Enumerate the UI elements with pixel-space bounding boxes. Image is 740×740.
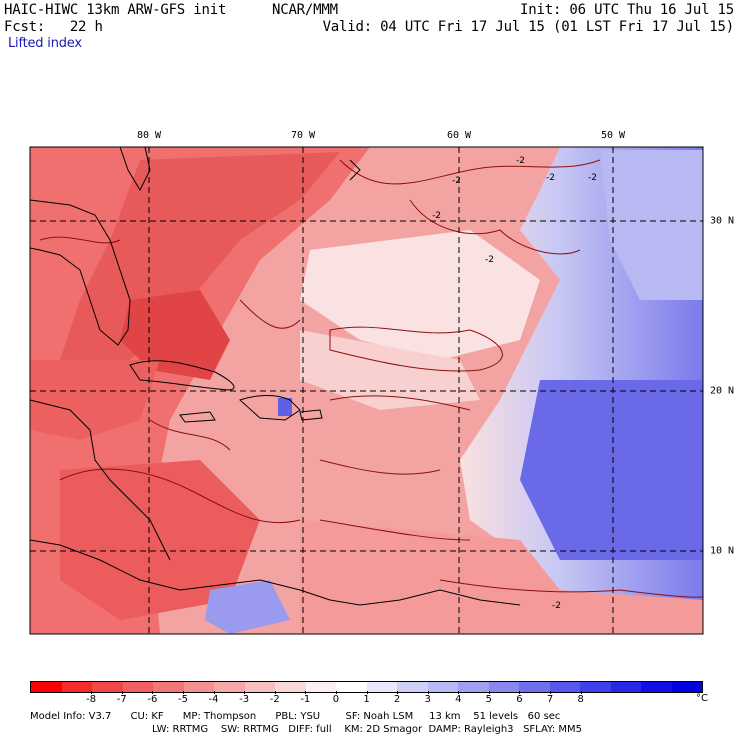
legend-swatch — [458, 682, 489, 692]
legend-swatch — [397, 682, 428, 692]
legend-tick-mark — [580, 691, 582, 694]
legend-tick-mark — [274, 691, 276, 694]
legend-tick-mark — [152, 691, 154, 694]
legend-tick-label: -2 — [269, 694, 280, 705]
legend-swatch — [336, 682, 367, 692]
contour-label: -2 — [452, 176, 461, 186]
contour-label: -2 — [552, 601, 561, 611]
legend-tick-label: 0 — [332, 694, 340, 705]
lon-label-80w: 80 W — [136, 130, 162, 141]
legend-tick-mark — [91, 691, 93, 694]
lat-label-10n: 10 N — [710, 545, 735, 557]
forecast-hour: Fcst: 22 h — [4, 19, 103, 35]
legend-swatch — [366, 682, 397, 692]
legend-tick-label: -4 — [208, 694, 219, 705]
legend-swatch — [549, 682, 580, 692]
legend-tick-label: -3 — [239, 694, 250, 705]
legend-swatch — [610, 682, 641, 692]
lon-label-70w: 70 W — [290, 130, 316, 141]
unstable-region-gulf — [30, 360, 160, 440]
legend-tick-mark — [182, 691, 184, 694]
legend-tick-label: 7 — [546, 694, 554, 705]
lon-label-60w: 60 W — [446, 130, 472, 141]
legend-tick-label: 2 — [393, 694, 401, 705]
legend-swatch — [427, 682, 458, 692]
legend-swatch — [214, 682, 245, 692]
map-frame — [29, 146, 704, 635]
legend-tick-mark — [397, 691, 399, 694]
legend-tick-mark — [488, 691, 490, 694]
legend-swatch — [671, 682, 702, 692]
legend-tick-mark — [244, 691, 246, 694]
legend-tick-label: 5 — [485, 694, 493, 705]
legend-swatch — [153, 682, 184, 692]
legend-swatch — [305, 682, 336, 692]
legend-tick-label: -6 — [147, 694, 158, 705]
legend-swatch — [488, 682, 519, 692]
legend-tick-label: 1 — [363, 694, 370, 705]
lat-label-30n: 30 N — [710, 215, 735, 227]
legend-tick-label: -8 — [86, 694, 97, 705]
legend-tick-mark — [335, 691, 337, 694]
legend-tick-label: -5 — [177, 694, 188, 705]
model-info-line-2: LW: RRTMG SW: RRTMG DIFF: full KM: 2D Sm… — [152, 724, 582, 735]
stable-patch-hispaniola — [278, 398, 292, 416]
contour-label: -2 — [485, 255, 494, 265]
legend-swatch — [92, 682, 123, 692]
legend-swatch — [244, 682, 275, 692]
legend-tick-mark — [213, 691, 215, 694]
legend-tick-mark — [550, 691, 552, 694]
stable-region-northeast — [600, 150, 703, 300]
legend-swatch — [275, 682, 306, 692]
legend-tick-label: -7 — [116, 694, 127, 705]
legend-tick-mark — [121, 691, 123, 694]
legend-tick-label: 8 — [577, 694, 584, 705]
coastlines — [30, 147, 521, 606]
valid-time: Valid: 04 UTC Fri 17 Jul 15 (01 LST Fri … — [322, 19, 735, 35]
legend-swatch — [641, 682, 672, 692]
model-info-line-1: Model Info: V3.7 CU: KF MP: Thompson PBL… — [30, 711, 561, 722]
legend-tick-mark — [519, 691, 521, 694]
legend-swatch — [580, 682, 611, 692]
field-name: Lifted index — [8, 36, 82, 51]
contour-label: -2 — [516, 156, 525, 166]
unstable-core — [120, 290, 230, 380]
legend-tick-mark — [458, 691, 460, 694]
legend-tick-label: -1 — [300, 694, 311, 705]
organization-label: NCAR/MMM — [272, 2, 338, 18]
legend-tick-mark — [427, 691, 429, 694]
lon-label-50w: 50 W — [600, 130, 626, 141]
neutral-band-south — [300, 330, 480, 410]
legend-tick-mark — [366, 691, 368, 694]
lat-label-20n: 20 N — [710, 385, 735, 397]
init-time: Init: 06 UTC Thu 16 Jul 15 — [520, 2, 734, 18]
legend-swatch — [61, 682, 92, 692]
model-title: HAIC-HIWC 13km ARW-GFS init — [4, 2, 227, 18]
legend-swatch — [31, 682, 62, 692]
unstable-strip-south — [300, 520, 703, 634]
legend-tick-mark — [305, 691, 307, 694]
stable-patch-venezuela — [205, 580, 290, 634]
contour-label: -2 — [432, 211, 441, 221]
legend-swatch — [519, 682, 550, 692]
lat-lon-grid — [30, 147, 703, 634]
stable-core-east — [520, 380, 703, 560]
legend-unit: °C — [696, 693, 708, 704]
legend-swatch — [122, 682, 153, 692]
legend-tick-label: 4 — [455, 694, 462, 705]
legend-swatch — [183, 682, 214, 692]
contour-label: -2 — [588, 173, 597, 183]
legend-tick-label: 6 — [516, 694, 523, 705]
contour-label: -2 — [546, 173, 555, 183]
legend-tick-label: 3 — [424, 694, 431, 705]
